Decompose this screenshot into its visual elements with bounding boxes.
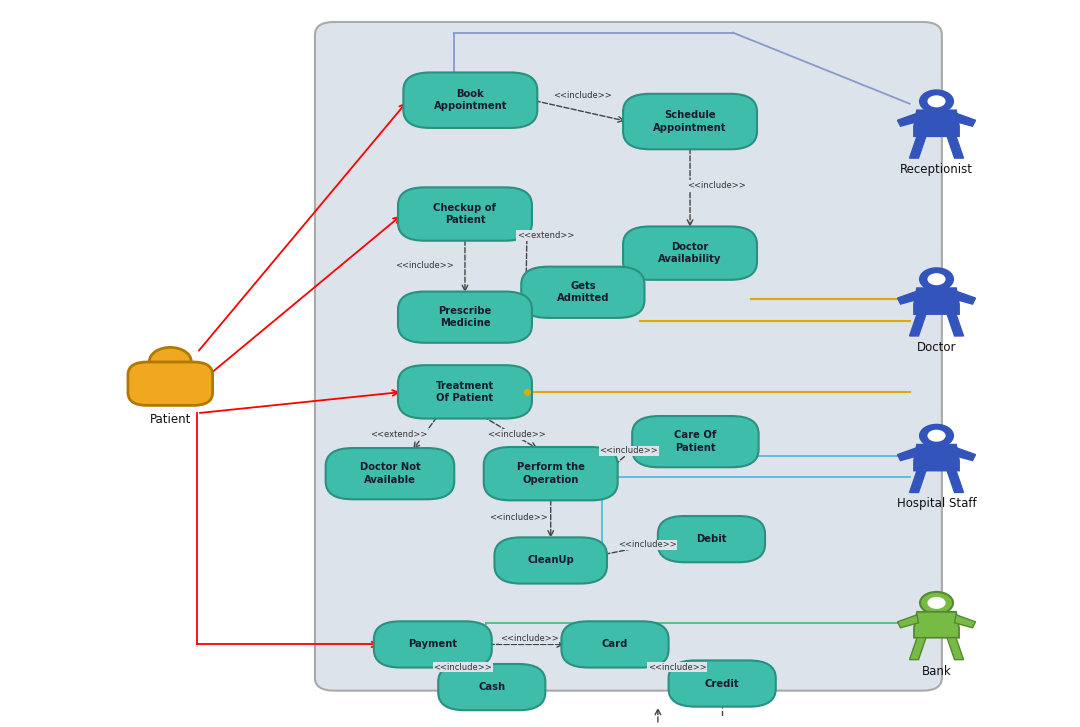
FancyBboxPatch shape (658, 516, 765, 562)
Text: Checkup of
Patient: Checkup of Patient (433, 203, 497, 225)
FancyBboxPatch shape (127, 362, 213, 406)
FancyBboxPatch shape (399, 365, 532, 419)
FancyBboxPatch shape (669, 660, 775, 707)
Polygon shape (897, 615, 918, 628)
Polygon shape (955, 291, 975, 304)
Circle shape (928, 95, 946, 108)
FancyBboxPatch shape (374, 622, 491, 667)
Polygon shape (914, 445, 959, 470)
Text: Hospital Staff: Hospital Staff (896, 497, 976, 510)
Circle shape (920, 592, 953, 614)
FancyBboxPatch shape (632, 416, 758, 467)
Polygon shape (897, 448, 918, 461)
Text: <<include>>: <<include>> (553, 91, 612, 100)
Text: Doctor Not
Available: Doctor Not Available (360, 462, 420, 485)
Text: <<include>>: <<include>> (489, 513, 548, 522)
Polygon shape (947, 638, 963, 659)
Circle shape (149, 348, 191, 375)
Polygon shape (947, 136, 963, 158)
Text: Credit: Credit (705, 678, 740, 688)
Text: Doctor
Availability: Doctor Availability (659, 242, 721, 265)
Polygon shape (955, 615, 975, 628)
Circle shape (928, 273, 946, 285)
Circle shape (920, 425, 953, 446)
Text: <<include>>: <<include>> (618, 540, 676, 550)
Circle shape (920, 90, 953, 112)
FancyBboxPatch shape (562, 622, 669, 667)
Text: CleanUp: CleanUp (527, 555, 575, 566)
Polygon shape (897, 113, 918, 126)
Polygon shape (955, 448, 975, 461)
Polygon shape (914, 612, 959, 638)
Polygon shape (914, 111, 959, 136)
Text: Debit: Debit (697, 534, 727, 544)
Text: Gets
Admitted: Gets Admitted (556, 281, 609, 303)
Text: Receptionist: Receptionist (900, 163, 973, 176)
FancyBboxPatch shape (623, 94, 757, 149)
Text: <<include>>: <<include>> (487, 430, 545, 439)
FancyBboxPatch shape (484, 447, 618, 500)
Circle shape (920, 268, 953, 290)
Polygon shape (897, 291, 918, 304)
Text: Book
Appointment: Book Appointment (433, 89, 508, 111)
Text: Card: Card (602, 640, 629, 649)
Polygon shape (909, 638, 926, 659)
Text: Payment: Payment (408, 640, 458, 649)
Circle shape (928, 430, 946, 442)
Text: Patient: Patient (150, 412, 191, 425)
Text: Perform the
Operation: Perform the Operation (516, 462, 584, 485)
Text: <<include>>: <<include>> (395, 261, 454, 270)
Polygon shape (947, 314, 963, 336)
Circle shape (928, 597, 946, 609)
FancyBboxPatch shape (399, 292, 532, 343)
Polygon shape (914, 288, 959, 314)
Text: Bank: Bank (921, 664, 951, 678)
Text: <<include>>: <<include>> (648, 663, 706, 672)
FancyBboxPatch shape (315, 22, 942, 691)
Text: Cash: Cash (478, 682, 505, 692)
Text: <<extend>>: <<extend>> (369, 430, 428, 439)
FancyBboxPatch shape (522, 267, 645, 318)
FancyBboxPatch shape (438, 664, 545, 710)
Polygon shape (955, 113, 975, 126)
FancyBboxPatch shape (495, 537, 607, 584)
Text: Doctor: Doctor (917, 341, 956, 354)
Text: Prescribe
Medicine: Prescribe Medicine (438, 306, 491, 329)
Polygon shape (947, 470, 963, 492)
Text: <<include>>: <<include>> (500, 634, 558, 643)
FancyBboxPatch shape (403, 73, 538, 128)
FancyBboxPatch shape (399, 188, 532, 241)
Text: <<include>>: <<include>> (688, 181, 746, 190)
FancyBboxPatch shape (326, 448, 455, 499)
Polygon shape (909, 314, 926, 336)
Text: <<include>>: <<include>> (433, 663, 492, 672)
Text: <<include>>: <<include>> (599, 446, 659, 455)
Text: Schedule
Appointment: Schedule Appointment (653, 111, 727, 133)
Text: <<extend>>: <<extend>> (516, 231, 575, 240)
Text: Care Of
Patient: Care Of Patient (674, 430, 716, 453)
Polygon shape (909, 470, 926, 492)
Polygon shape (909, 136, 926, 158)
FancyBboxPatch shape (623, 227, 757, 280)
Text: Treatment
Of Patient: Treatment Of Patient (436, 381, 495, 403)
